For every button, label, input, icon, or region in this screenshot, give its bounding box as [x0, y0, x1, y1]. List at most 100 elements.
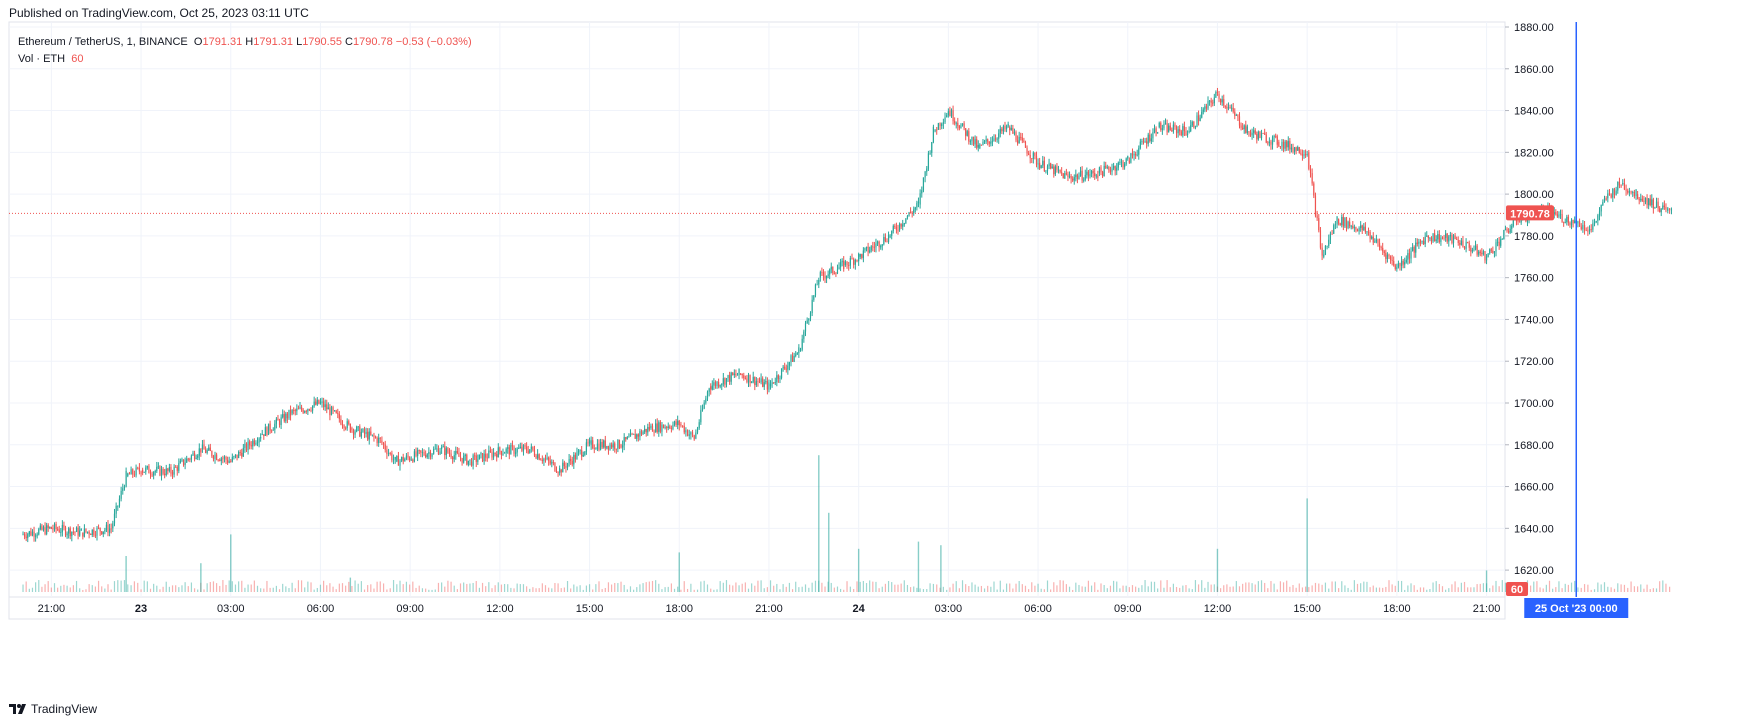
volume-bar	[1097, 589, 1099, 592]
volume-bar	[1122, 585, 1124, 592]
candle-body	[683, 425, 685, 433]
volume-bar	[269, 587, 271, 592]
candle-body	[891, 230, 893, 236]
candle-body	[159, 466, 161, 476]
candle-body	[431, 453, 433, 457]
volume-bar	[282, 583, 284, 592]
volume-bar	[187, 586, 189, 592]
volume-bar	[808, 587, 810, 592]
volume-bar	[1552, 588, 1554, 592]
candle-body	[1157, 132, 1159, 134]
volume-bar	[1043, 589, 1045, 592]
candle-body	[463, 456, 465, 463]
volume-bar	[610, 584, 613, 592]
candle-body	[1101, 171, 1104, 177]
candle-body	[776, 375, 778, 383]
volume-bar	[1536, 581, 1538, 592]
volume-bar	[544, 585, 547, 592]
candle-body	[824, 275, 826, 279]
candle-body	[1608, 193, 1611, 195]
volume-bar	[300, 580, 303, 592]
volume-bar	[304, 587, 306, 592]
candle-body	[480, 453, 482, 455]
candle-body	[982, 141, 984, 145]
candle-body	[1303, 154, 1305, 156]
candle-body	[1595, 220, 1597, 223]
candle-body	[1153, 128, 1156, 133]
candle-body	[1031, 158, 1033, 160]
volume-bar	[713, 589, 715, 592]
volume-bar	[415, 587, 417, 592]
candle-body	[736, 374, 739, 376]
candle-body	[261, 434, 263, 436]
volume-bar	[1542, 588, 1544, 592]
volume-bar	[869, 580, 871, 592]
candle-body	[927, 153, 930, 169]
candle-body	[559, 468, 561, 473]
candle-body	[271, 430, 273, 432]
candle-body	[809, 313, 812, 319]
candle-body	[540, 459, 542, 461]
candle-body	[552, 462, 554, 464]
candle-body	[751, 381, 753, 383]
candle-body	[214, 454, 216, 459]
candle-body	[404, 458, 406, 462]
volume-bar	[428, 589, 430, 592]
volume-bar	[1141, 585, 1143, 592]
volume-spike	[1306, 498, 1308, 592]
candle-body	[128, 473, 131, 475]
candle-body	[573, 454, 575, 465]
volume-bar	[1175, 586, 1178, 592]
candle-body	[1226, 106, 1228, 109]
volume-bar	[503, 583, 506, 592]
candle-body	[33, 531, 35, 537]
candle-body	[132, 469, 134, 475]
candle-body	[722, 378, 724, 384]
candle-body	[1114, 166, 1116, 171]
candle-body	[963, 123, 965, 129]
candle-body	[417, 450, 419, 456]
candle-body	[1210, 100, 1212, 103]
candle-body	[499, 447, 501, 452]
candle-body	[801, 338, 803, 350]
candle-body	[415, 451, 417, 456]
candle-body	[1463, 246, 1466, 249]
volume-bar	[88, 584, 90, 592]
candle-body	[1342, 216, 1344, 227]
volume-bar	[839, 588, 842, 592]
volume-bar	[1492, 585, 1494, 592]
candle-body	[256, 442, 259, 444]
candle-body	[391, 453, 393, 461]
candle-body	[272, 429, 274, 431]
candle-body	[841, 260, 843, 263]
candle-body	[79, 530, 81, 536]
volume-bar	[1273, 583, 1275, 592]
candle-body	[1603, 198, 1606, 203]
volume-bar	[516, 583, 518, 592]
volume-bar	[447, 580, 449, 592]
candle-body	[1460, 240, 1462, 245]
candle-body	[881, 244, 883, 247]
candle-body	[1242, 127, 1244, 130]
tradingview-logo[interactable]: TradingView	[9, 702, 97, 716]
candle-body	[590, 440, 592, 445]
volume-bar	[582, 589, 584, 592]
volume-bar	[836, 586, 839, 592]
candle-body	[634, 433, 636, 439]
candle-body	[304, 411, 306, 413]
candle-body	[648, 426, 650, 430]
volume-bar	[968, 586, 970, 592]
candle-body	[626, 437, 628, 440]
candle-body	[1278, 141, 1280, 147]
volume-bar	[1009, 583, 1011, 592]
volume-bar	[595, 584, 597, 592]
candle-body	[714, 382, 717, 387]
volume-bar	[1147, 586, 1149, 592]
candle-body	[1563, 221, 1565, 223]
candle-body	[49, 527, 51, 528]
candle-body	[633, 433, 635, 435]
candle-body	[763, 382, 765, 387]
candle-body	[215, 454, 218, 460]
candle-body	[1039, 162, 1041, 169]
